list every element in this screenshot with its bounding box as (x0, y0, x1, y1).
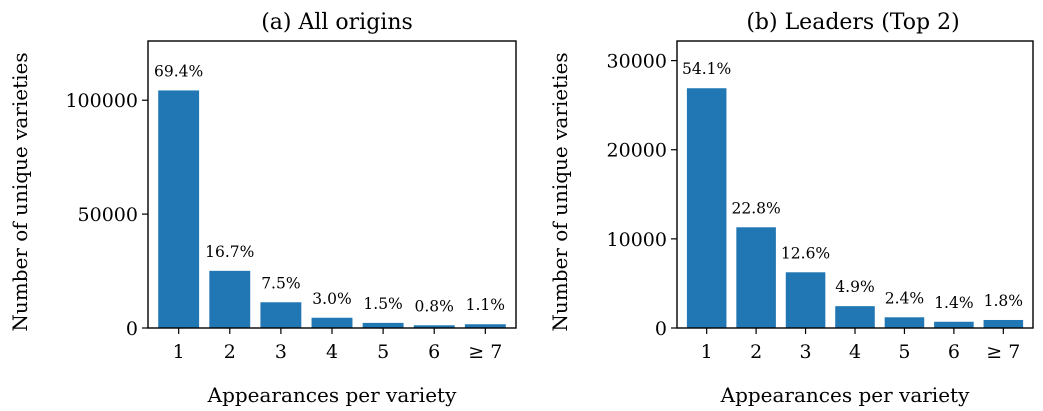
chart-a-x-tick-label: ≥ 7 (468, 341, 502, 363)
chart-a-bar (413, 325, 455, 328)
chart-a-x-tick-label: 4 (326, 341, 338, 363)
chart-b-bar (983, 319, 1024, 328)
chart-b-data-label: 4.9% (835, 278, 874, 296)
chart-b-data-label: 1.4% (934, 294, 973, 312)
chart-b-x-tick-label: 4 (849, 341, 861, 363)
chart-a-bar (362, 322, 404, 329)
chart-a-y-axis-label: Number of unique varieties (8, 52, 32, 331)
chart-b-axes-frame (676, 40, 1034, 329)
chart-b-y-tick-label: 0 (655, 318, 667, 340)
chart-a-y-tick-label: 100000 (65, 90, 138, 112)
chart-a-x-tick-label: 6 (428, 341, 440, 363)
chart-b: (b) Leaders (Top 2) Appearances per vari… (548, 10, 1034, 407)
chart-a-y-tick-label: 0 (126, 318, 138, 340)
chart-a-x-tick-label: 3 (275, 341, 287, 363)
chart-b-data-label: 1.8% (984, 292, 1023, 310)
chart-a-data-label: 16.7% (205, 243, 254, 261)
chart-b-bar (736, 227, 776, 328)
chart-a-data-label: 3.0% (312, 290, 351, 308)
chart-b-x-tick-label: 2 (750, 341, 762, 363)
chart-b-y-tick-label: 20000 (607, 140, 667, 162)
chart-a-x-axis-label: Appearances per variety (207, 383, 457, 407)
chart-a-data-label: 7.5% (261, 274, 300, 292)
chart-b-plot-area: 54.1% 1 22.8% 2 12.6% 3 4.9% 4 2.4% 5 1.4% 6 1.8% ≥ 7… (607, 40, 1034, 363)
chart-a: (a) All origins Appearances per variety … (8, 10, 517, 407)
chart-b-bar (686, 88, 727, 329)
chart-b-title: (b) Leaders (Top 2) (746, 10, 959, 35)
chart-b-x-tick-label: ≥ 7 (986, 341, 1020, 363)
chart-b-y-tick-label: 30000 (607, 51, 667, 73)
chart-b-data-label: 2.4% (885, 289, 924, 307)
chart-a-x-tick-label: 1 (173, 341, 185, 363)
chart-a-title: (a) All origins (261, 10, 413, 35)
chart-b-data-label: 54.1% (682, 60, 731, 78)
chart-b-bar (884, 317, 925, 328)
chart-b-bar (934, 321, 974, 328)
chart-b-x-tick-label: 1 (701, 341, 713, 363)
chart-a-bar (209, 270, 251, 328)
chart-b-bar (835, 306, 875, 328)
chart-a-bar (464, 324, 506, 328)
chart-a-bar (260, 302, 302, 328)
chart-b-x-axis-label: Appearances per variety (720, 383, 970, 407)
chart-b-data-label: 22.8% (731, 199, 780, 217)
chart-a-bar (311, 317, 353, 328)
chart-a-plot-area: 69.4% 1 16.7% 2 7.5% 3 3.0% 4 1.5% 5 0.8% 6 1.1% ≥ 7 0… (65, 40, 517, 363)
chart-b-x-tick-label: 3 (800, 341, 812, 363)
chart-a-axes-frame (147, 40, 517, 329)
chart-b-x-tick-label: 6 (948, 341, 960, 363)
chart-a-data-label: 1.5% (363, 295, 402, 313)
chart-a-x-tick-label: 2 (224, 341, 236, 363)
chart-b-y-tick-label: 10000 (607, 229, 667, 251)
chart-b-y-axis-label: Number of unique varieties (548, 52, 572, 331)
chart-a-bar (158, 90, 200, 329)
chart-b-x-tick-label: 5 (898, 341, 910, 363)
chart-b-bar (785, 272, 826, 328)
chart-a-y-tick-label: 50000 (78, 204, 138, 226)
chart-a-data-label: 0.8% (415, 297, 454, 315)
chart-a-x-tick-label: 5 (377, 341, 389, 363)
chart-b-data-label: 12.6% (781, 244, 830, 262)
chart-a-data-label: 69.4% (154, 62, 203, 80)
chart-a-data-label: 1.1% (466, 296, 505, 314)
